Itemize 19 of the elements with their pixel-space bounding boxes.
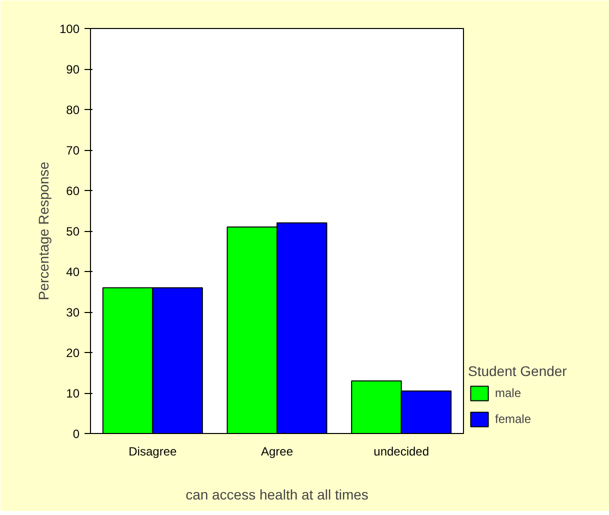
x-tick-label: Disagree [128,444,178,458]
y-tick-label: 10 [66,386,80,400]
y-tick-label: 50 [66,224,80,238]
x-axis-title: can access health at all times [186,486,368,502]
x-tick-label: undecided [374,444,430,458]
y-tick-label: 70 [66,144,80,158]
legend-label: female [495,412,532,426]
legend-title: Student Gender [468,363,567,379]
y-tick-label: 80 [66,103,80,117]
y-tick-label: 0 [72,427,80,441]
y-tick-label: 20 [66,346,80,360]
y-tick-label: 90 [66,62,80,76]
y-tick-label: 100 [59,22,80,36]
y-tick-label: 30 [66,306,80,320]
y-axis-title: Percentage Response [35,162,52,300]
legend-label: male [495,386,522,400]
y-tick-label: 60 [66,184,80,198]
x-tick-label: Agree [260,444,294,458]
y-tick-label: 40 [66,265,80,279]
